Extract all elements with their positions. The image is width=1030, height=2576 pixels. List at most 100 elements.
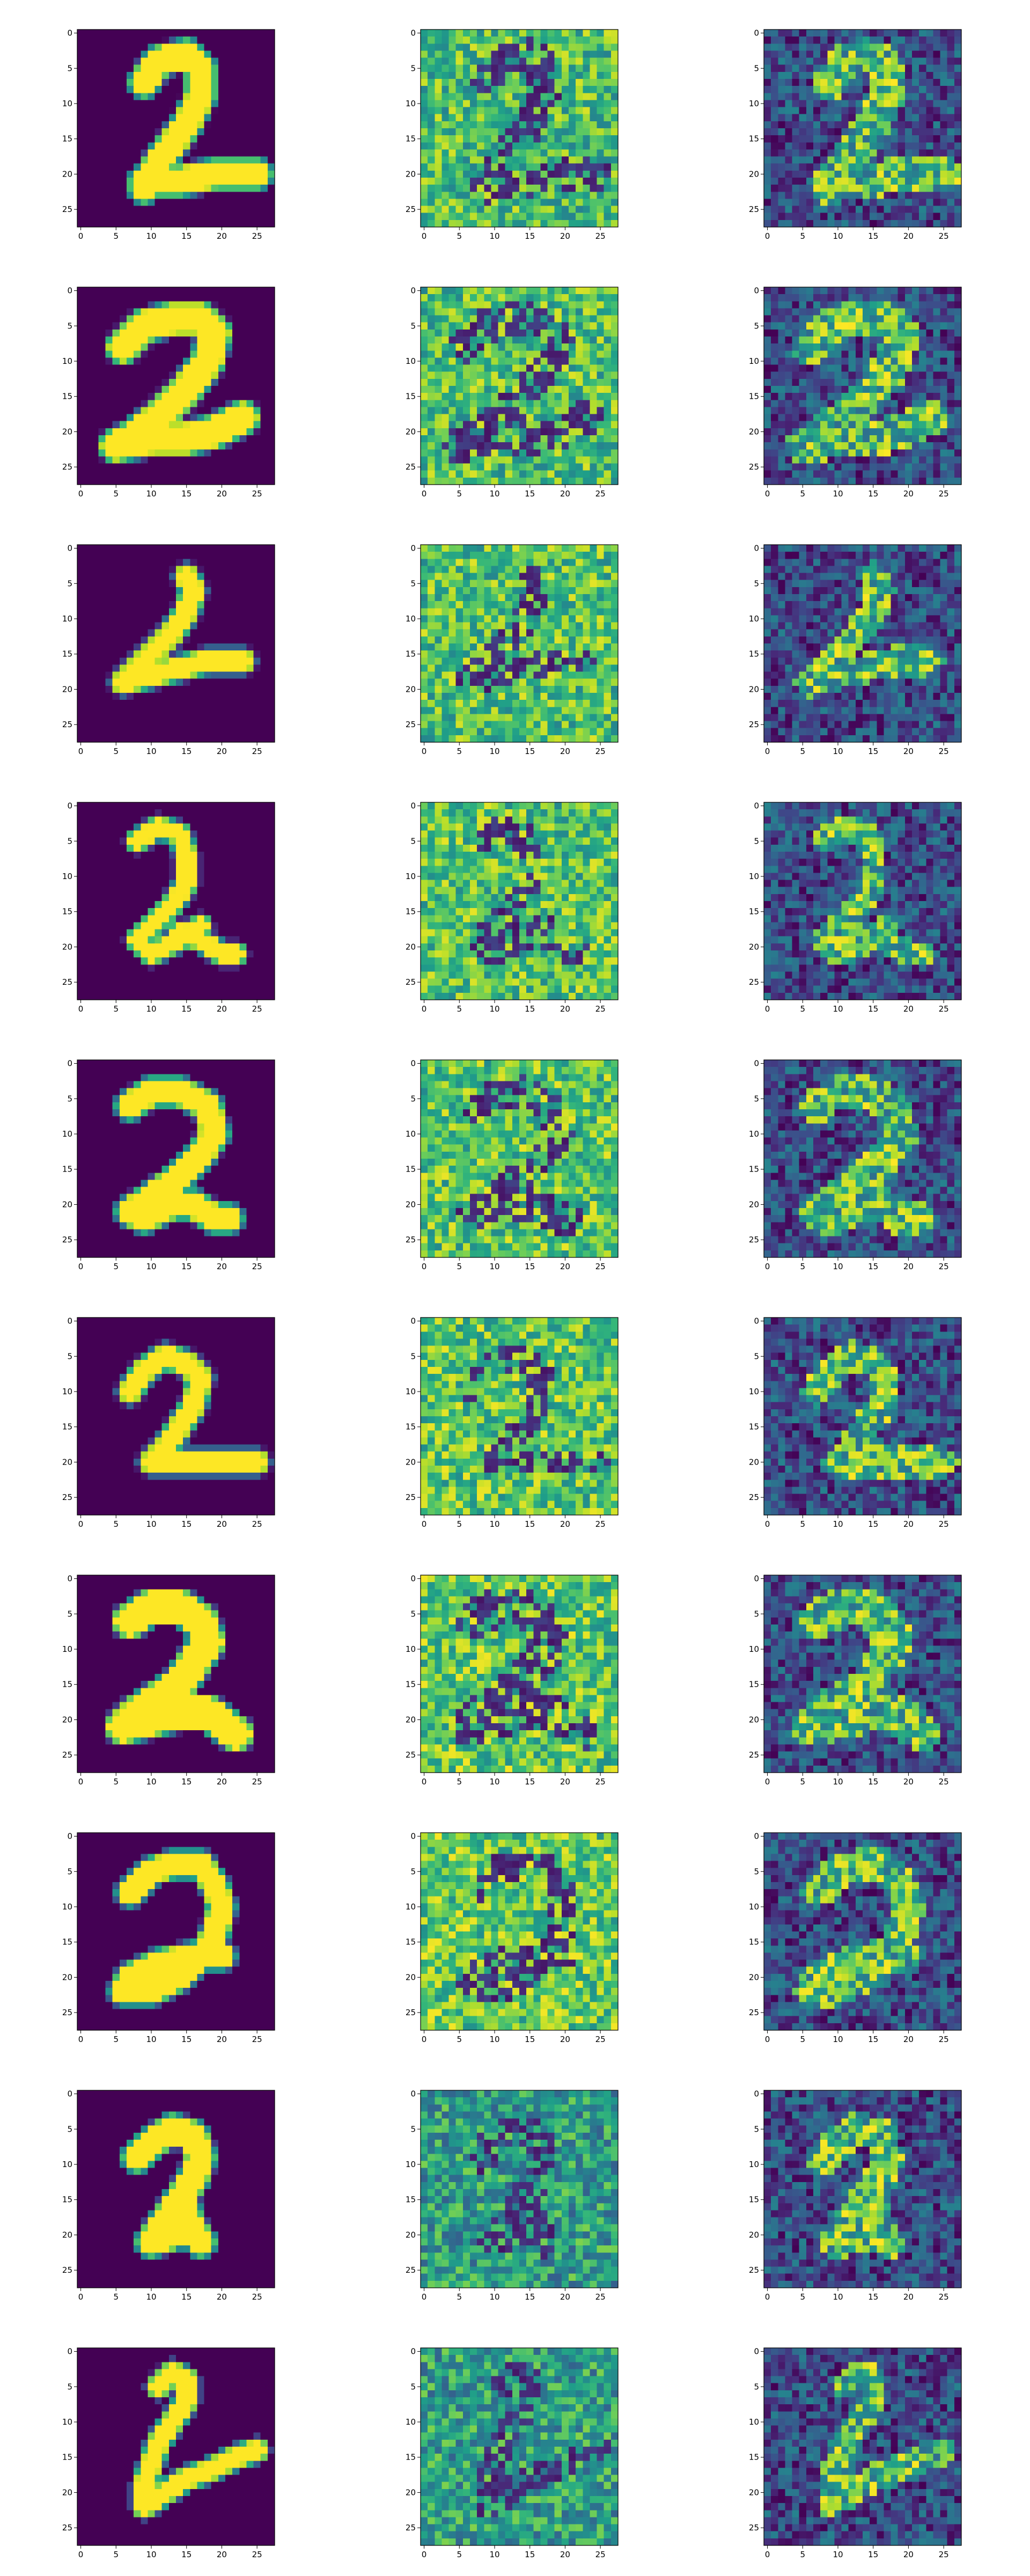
axes-frame — [77, 544, 275, 743]
heatmap-cells — [764, 1833, 962, 2031]
y-tick-label: 20 — [406, 942, 416, 952]
x-tick-label: 15 — [181, 747, 192, 756]
x-tick-label: 5 — [800, 2292, 806, 2302]
y-tick-label: 25 — [406, 1492, 416, 1502]
y-tick-label: 0 — [754, 1316, 759, 1326]
y-tick-label: 0 — [410, 286, 416, 296]
x-tick-label: 15 — [181, 2292, 192, 2302]
y-tick-label: 0 — [410, 801, 416, 811]
x-tick-label: 25 — [595, 231, 606, 241]
x-tick-label: 0 — [422, 747, 427, 756]
y-tick-label: 20 — [749, 942, 759, 952]
x-tick-label: 10 — [833, 1004, 843, 1014]
x-tick-label: 0 — [422, 2292, 427, 2302]
y-tick-label: 20 — [62, 1715, 72, 1724]
x-tick-label: 25 — [252, 747, 262, 756]
y-tick-label: 25 — [749, 720, 759, 729]
y-tick-label: 15 — [62, 1165, 72, 1174]
x-tick-label: 20 — [903, 1519, 914, 1529]
axes-frame — [77, 287, 275, 485]
y-tick-label: 0 — [67, 801, 72, 811]
x-tick-label: 25 — [939, 1262, 949, 1271]
x-tick-label: 10 — [833, 489, 843, 499]
y-tick-label: 15 — [406, 1937, 416, 1947]
y-tick-label: 15 — [62, 1680, 72, 1689]
y-tick-label: 0 — [410, 544, 416, 553]
x-tick-label: 0 — [78, 2035, 84, 2044]
y-tick-label: 15 — [749, 1165, 759, 1174]
y-tick-label: 25 — [749, 1492, 759, 1502]
y-tick-label: 0 — [410, 2089, 416, 2099]
x-tick-label: 15 — [868, 1519, 878, 1529]
y-tick-label: 25 — [62, 1492, 72, 1502]
panel-noise-row-3: 0 5 10 15 20 25 0 5 10 15 20 25 — [406, 544, 619, 756]
x-tick-label: 5 — [457, 2550, 462, 2559]
y-tick-label: 0 — [67, 1059, 72, 1069]
x-tick-label: 5 — [457, 489, 462, 499]
heatmap-cells — [764, 30, 962, 228]
axes-frame — [77, 2347, 275, 2546]
y-tick-label: 10 — [749, 1387, 759, 1396]
y-tick-label: 10 — [749, 356, 759, 366]
x-tick-label: 10 — [833, 1519, 843, 1529]
x-tick-label: 20 — [560, 1262, 570, 1271]
x-tick-label: 0 — [78, 2292, 84, 2302]
heatmap-cells — [77, 1575, 275, 1773]
x-tick-label: 5 — [114, 1004, 119, 1014]
heatmap-cells — [421, 1060, 619, 1258]
x-tick-label: 10 — [489, 1262, 499, 1271]
y-tick-label: 5 — [410, 836, 416, 846]
y-tick-label: 20 — [749, 1972, 759, 1982]
x-tick-label: 20 — [217, 747, 227, 756]
x-tick-label: 25 — [252, 1777, 262, 1787]
y-tick-label: 25 — [62, 2008, 72, 2017]
x-tick-label: 10 — [489, 489, 499, 499]
y-tick-label: 20 — [62, 2487, 72, 2497]
x-tick-label: 5 — [114, 747, 119, 756]
x-tick-label: 25 — [595, 2550, 606, 2559]
x-tick-label: 10 — [833, 2035, 843, 2044]
x-tick-label: 5 — [800, 1004, 806, 1014]
x-tick-label: 15 — [525, 1262, 535, 1271]
x-tick-label: 25 — [939, 1004, 949, 1014]
y-tick-label: 25 — [749, 462, 759, 472]
x-tick-label: 10 — [146, 231, 156, 241]
y-tick-label: 10 — [406, 1902, 416, 1912]
y-tick-label: 0 — [67, 28, 72, 38]
y-tick-label: 5 — [754, 321, 759, 331]
y-tick-label: 20 — [62, 1457, 72, 1467]
x-tick-label: 5 — [800, 1519, 806, 1529]
x-tick-label: 15 — [181, 1519, 192, 1529]
y-tick-label: 15 — [62, 649, 72, 659]
y-tick-label: 20 — [406, 1457, 416, 1467]
x-tick-label: 20 — [217, 1777, 227, 1787]
x-tick-label: 0 — [765, 747, 770, 756]
heatmap-cells — [764, 287, 962, 485]
x-tick-label: 15 — [868, 2292, 878, 2302]
y-tick-label: 20 — [749, 1457, 759, 1467]
x-tick-label: 15 — [525, 1004, 535, 1014]
x-tick-label: 15 — [868, 2550, 878, 2559]
y-tick-label: 5 — [410, 321, 416, 331]
x-tick-label: 0 — [765, 1777, 770, 1787]
panel-perturbed-row-4: 0 5 10 15 20 25 0 5 10 15 20 25 — [749, 801, 962, 1014]
x-tick-label: 25 — [939, 2550, 949, 2559]
y-tick-label: 15 — [62, 1422, 72, 1432]
y-tick-label: 0 — [67, 286, 72, 296]
x-tick-label: 0 — [422, 1777, 427, 1787]
x-tick-label: 25 — [595, 747, 606, 756]
y-tick-label: 10 — [62, 1644, 72, 1654]
x-tick-label: 5 — [114, 2550, 119, 2559]
axes-frame — [77, 29, 275, 228]
heatmap-cells — [421, 1833, 619, 2031]
y-tick-label: 15 — [406, 2453, 416, 2462]
panel-original-row-4: 0 5 10 15 20 25 0 5 10 15 20 25 — [62, 801, 275, 1014]
x-tick-label: 15 — [525, 1519, 535, 1529]
x-tick-label: 15 — [181, 1777, 192, 1787]
y-tick-label: 10 — [406, 356, 416, 366]
x-tick-label: 5 — [457, 2035, 462, 2044]
y-tick-label: 15 — [749, 2195, 759, 2205]
y-tick-label: 5 — [67, 2124, 72, 2134]
y-tick-label: 5 — [754, 1867, 759, 1876]
y-tick-label: 5 — [67, 2382, 72, 2391]
